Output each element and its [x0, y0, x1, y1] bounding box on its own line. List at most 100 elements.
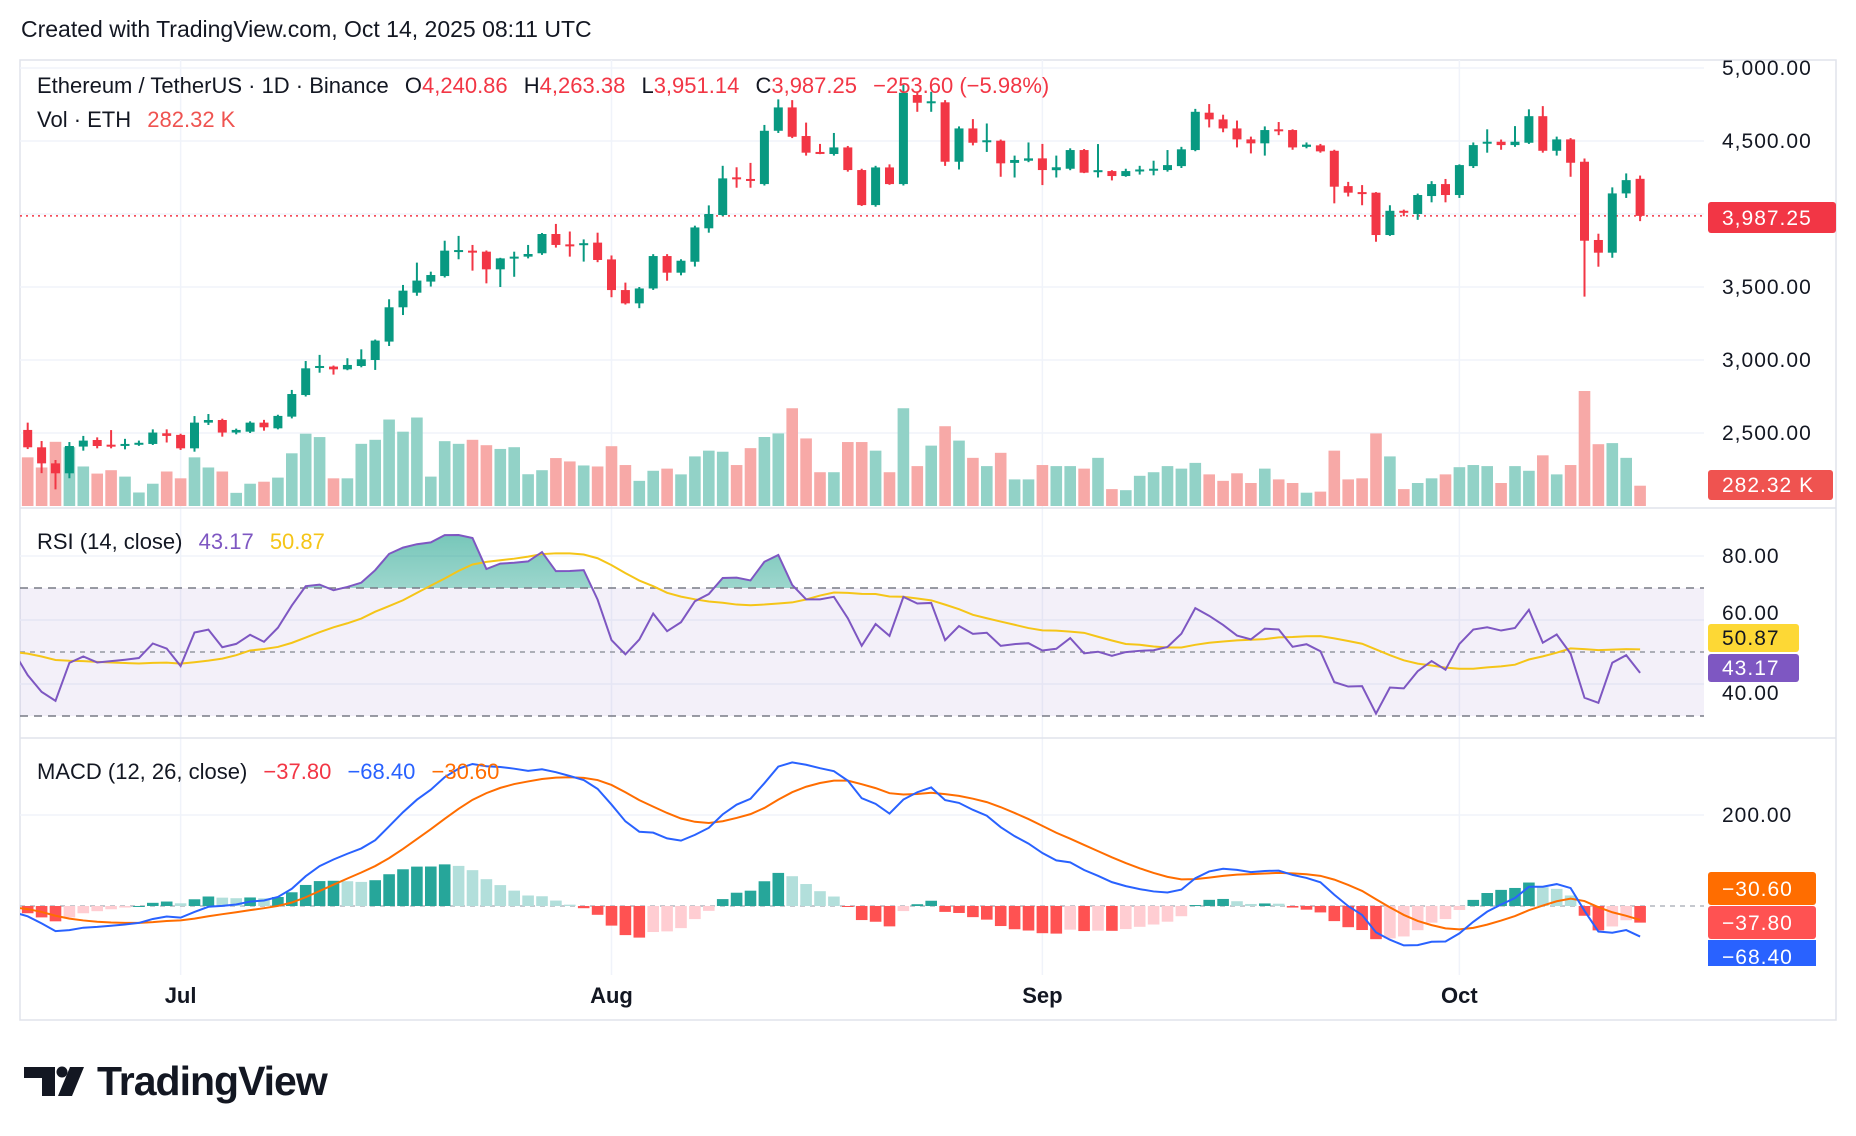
candle: [648, 254, 658, 290]
symbol-title[interactable]: Ethereum / TetherUS · 1D · Binance: [37, 73, 389, 98]
candle: [1580, 158, 1589, 297]
volume-bar: [675, 474, 687, 506]
candle-body: [982, 140, 992, 143]
volume-bar: [425, 476, 437, 506]
macd-line-tag: −68.40: [1708, 940, 1816, 969]
macd-histogram-bar: [1245, 903, 1257, 906]
macd-signal-line: [20, 776, 1641, 931]
volume-bar: [341, 478, 354, 506]
candle: [996, 139, 1006, 177]
candle-body: [106, 444, 116, 447]
macd-histogram-bar: [1120, 906, 1132, 930]
low-label: L: [641, 73, 654, 98]
volume-label[interactable]: Vol · ETH: [37, 107, 132, 132]
candle: [1315, 143, 1325, 153]
rsi-line: [20, 533, 1641, 716]
candle: [565, 231, 575, 257]
volume-bar: [1439, 474, 1452, 506]
price-legend: Ethereum / TetherUS · 1D · Binance O4,24…: [37, 73, 1049, 99]
candle: [912, 92, 922, 112]
macd-histogram-bar: [564, 904, 576, 906]
candle: [1260, 126, 1270, 156]
candle-body: [1176, 149, 1186, 167]
macd-histogram-bar: [1411, 906, 1424, 931]
candle: [426, 271, 436, 287]
volume-bar: [1161, 466, 1174, 506]
macd-histogram-bar: [341, 881, 354, 906]
tradingview-logo-text: TradingView: [97, 1058, 328, 1104]
candle: [634, 287, 644, 309]
volume-bar: [480, 445, 493, 506]
macd-histogram-bar: [480, 879, 493, 906]
rsi-title[interactable]: RSI (14, close): [37, 529, 183, 554]
macd-histogram-bar: [786, 876, 798, 906]
rsi-axis-label: 80.00: [1722, 545, 1780, 568]
candle-body: [370, 340, 380, 360]
candle-body: [120, 443, 130, 446]
macd-histogram-bar: [438, 864, 451, 906]
candle-body: [565, 244, 575, 247]
candle: [78, 435, 88, 451]
candle-body: [1288, 130, 1298, 148]
macd-histogram-bar: [494, 885, 507, 906]
candle-body: [440, 250, 450, 277]
volume-bar: [661, 468, 673, 506]
candle-body: [1315, 145, 1325, 152]
macd-histogram-bar: [675, 906, 687, 929]
volume-bar: [855, 442, 868, 506]
candle: [1135, 165, 1145, 175]
macd-histogram-bar: [994, 906, 1007, 927]
candle-body: [1538, 116, 1548, 151]
candle: [1065, 148, 1075, 171]
volume-bar: [939, 426, 951, 506]
macd-histogram-bar: [1272, 903, 1285, 906]
candle: [481, 250, 491, 284]
macd-histogram-bar: [355, 881, 368, 906]
macd-histogram-bar: [550, 900, 562, 906]
macd-histogram-bar: [1439, 906, 1452, 920]
volume-bar: [466, 439, 479, 506]
candle-body: [551, 234, 561, 245]
candle: [315, 354, 325, 373]
volume-bar: [730, 465, 743, 506]
rsi-value: 43.17: [198, 529, 254, 554]
candle: [1413, 193, 1423, 220]
last-price-tag: 3,987.25: [1708, 202, 1836, 233]
candle: [1385, 205, 1395, 236]
macd-histogram-bar: [647, 906, 659, 933]
volume-bar: [147, 483, 159, 506]
time-axis-label: Aug: [590, 983, 633, 1008]
macd-histogram-bar: [1398, 906, 1410, 937]
candle: [1204, 104, 1214, 128]
candle: [871, 165, 881, 207]
volume-bar: [1272, 479, 1285, 506]
volume-bar: [216, 471, 229, 506]
volume-bar: [772, 433, 785, 506]
volume-value: 282.32 K: [147, 107, 236, 132]
candle: [329, 365, 338, 375]
volume-bar: [1356, 478, 1368, 506]
macd-pane: [20, 761, 1704, 947]
macd-histogram-bar: [1286, 906, 1299, 908]
candle: [440, 240, 450, 278]
candle-body: [885, 167, 894, 185]
volume-bar: [1008, 479, 1021, 506]
candle-body: [1413, 195, 1423, 214]
candle: [468, 244, 477, 271]
candle-body: [843, 147, 853, 171]
rsi-pane: [20, 533, 1704, 717]
price-axis-label: 5,000.00: [1722, 57, 1812, 80]
volume-bar: [786, 408, 798, 506]
macd-histogram-bar: [1036, 906, 1049, 934]
candle-body: [1093, 170, 1103, 173]
candle: [1329, 149, 1339, 204]
macd-histogram-bar: [633, 906, 646, 938]
macd-histogram-bar: [605, 906, 618, 926]
candle: [801, 122, 811, 156]
candle-body: [704, 214, 714, 229]
macd-title[interactable]: MACD (12, 26, close): [37, 759, 248, 784]
volume-bar: [1384, 456, 1396, 506]
low-value: 3,951.14: [653, 73, 740, 98]
macd-histogram-bar: [202, 896, 215, 906]
